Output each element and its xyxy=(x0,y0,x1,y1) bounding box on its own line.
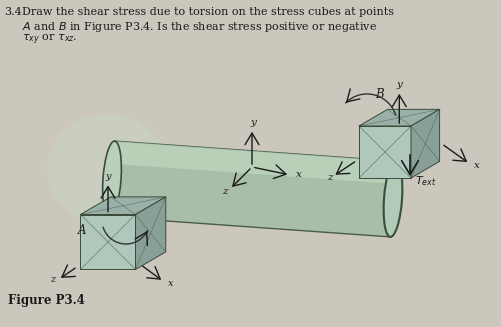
Text: x: x xyxy=(296,170,301,179)
Text: Draw the shear stress due to torsion on the stress cubes at points: Draw the shear stress due to torsion on … xyxy=(22,7,393,17)
Text: z: z xyxy=(221,187,227,196)
Text: z: z xyxy=(326,173,332,182)
Ellipse shape xyxy=(383,161,402,237)
Polygon shape xyxy=(80,197,165,215)
Polygon shape xyxy=(113,141,395,184)
Polygon shape xyxy=(358,109,439,126)
Text: A: A xyxy=(78,224,86,237)
Text: 3.4: 3.4 xyxy=(4,7,22,17)
Text: x: x xyxy=(472,161,478,170)
Text: y: y xyxy=(105,171,111,181)
Text: $\tau_{xy}$ or $\tau_{xz}$.: $\tau_{xy}$ or $\tau_{xz}$. xyxy=(22,33,77,47)
Polygon shape xyxy=(410,109,439,178)
Ellipse shape xyxy=(102,141,121,217)
Text: y: y xyxy=(396,80,401,89)
Polygon shape xyxy=(135,197,165,269)
Text: z: z xyxy=(51,274,56,284)
Text: Figure P3.4: Figure P3.4 xyxy=(8,294,85,307)
Polygon shape xyxy=(80,215,135,269)
Text: y: y xyxy=(249,118,256,127)
Polygon shape xyxy=(109,141,395,237)
Text: $T_{ext}$: $T_{ext}$ xyxy=(414,174,435,188)
Text: $A$ and $B$ in Figure P3.4. Is the shear stress positive or negative: $A$ and $B$ in Figure P3.4. Is the shear… xyxy=(22,20,376,34)
Text: B: B xyxy=(374,88,383,101)
Ellipse shape xyxy=(47,114,167,224)
Text: x: x xyxy=(167,279,173,287)
Polygon shape xyxy=(358,126,410,178)
